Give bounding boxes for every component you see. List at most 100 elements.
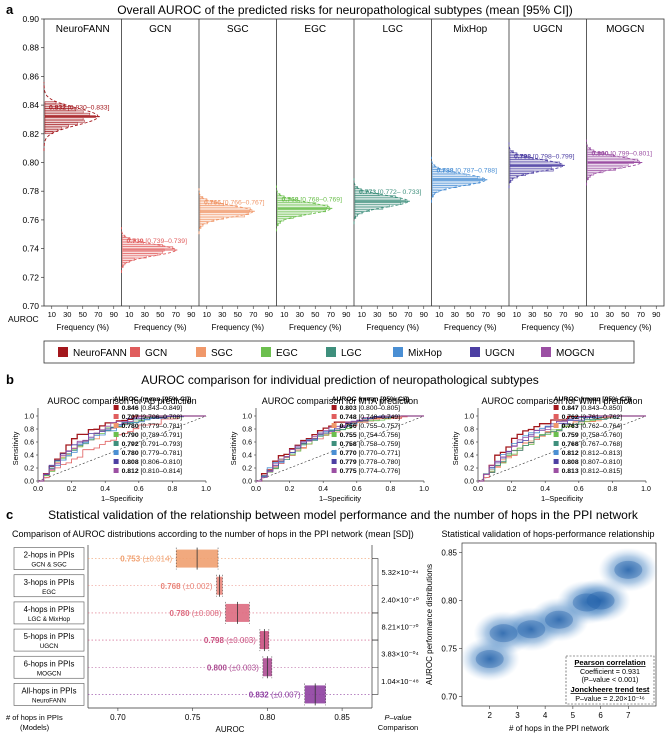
x-tick-label: 30 <box>218 310 226 319</box>
roc-ci-value: [0.800–0.805] <box>359 405 401 412</box>
ci-value: [0.739–0.739] <box>145 238 187 245</box>
roc-x-tick-label: 0.0 <box>251 486 261 493</box>
histogram-bar <box>277 204 329 208</box>
histogram-bar <box>199 212 250 215</box>
density-curve <box>121 227 177 273</box>
panel-c-hops-comparison: 0.70 0.75 0.80 0.85 AUROC # of hops in PPIs(M… <box>6 545 419 734</box>
roc-legend-swatch <box>113 459 119 464</box>
y-axis-label: AUROC <box>8 314 39 324</box>
x-tick-label: 10 <box>590 310 598 319</box>
hops-x-tick-label: 0.80 <box>260 713 276 722</box>
roc-legend-entry: 0.756 [0.755–0.757] <box>340 423 401 430</box>
panel-b-title: AUROC comparison for individual predicti… <box>141 373 539 387</box>
roc-x-label: 1–Specificity <box>319 494 361 503</box>
ci-value: [0.787–0.788] <box>455 168 497 175</box>
roc-x-tick-label: 1.0 <box>641 486 651 493</box>
roc-auc-value: 0.846 <box>122 405 141 412</box>
roc-auc-value: 0.813 <box>562 468 581 475</box>
roc-y-tick-label: 0.0 <box>242 479 252 486</box>
histogram-bar <box>432 189 439 193</box>
panel-b-letter: b <box>6 372 14 387</box>
histogram-bar <box>354 197 401 201</box>
y-tick-label: 0.82 <box>22 129 39 139</box>
density-core <box>545 610 573 629</box>
legend-label-egc: EGC <box>276 348 298 359</box>
hops-y-label-2: (Models) <box>20 723 50 732</box>
density-core <box>517 620 546 639</box>
x-tick-label: 10 <box>203 310 211 319</box>
hop-models: GCN & SGC <box>31 562 67 569</box>
roc-ci-value: [0.812–0.815] <box>581 468 623 475</box>
roc-ci-value: [0.810–0.814] <box>141 468 183 475</box>
pearson-coefficient: Coefficient = 0.931 <box>580 667 640 676</box>
roc-legend-entry: 0.847 [0.843–0.850] <box>562 405 623 412</box>
hop-label: 3-hops in PPIs <box>24 578 75 587</box>
hop-models: LGC & MixHop <box>28 616 70 623</box>
roc-legend-entry: 0.759 [0.758–0.760] <box>562 432 623 439</box>
histogram-bar <box>587 163 629 167</box>
hop-models: MOGCN <box>37 670 62 677</box>
ci-value: [0.830–0.833] <box>68 105 110 112</box>
mean-value: 0.768 <box>282 196 301 203</box>
roc-legend-entry: 0.780 [0.779–0.781] <box>122 423 183 430</box>
roc-legend-entry: 0.758 [0.758–0.759] <box>340 441 401 448</box>
legend-label-mixhop: MixHop <box>408 348 442 359</box>
x-tick-label: 10 <box>435 310 443 319</box>
density-curve <box>198 188 254 235</box>
hop-label-box <box>13 655 85 679</box>
x-axis-label: Frequency (%) <box>212 323 265 332</box>
pvalue-label: 5.32×10⁻²⁴ <box>382 568 419 577</box>
histogram-bar <box>509 166 552 170</box>
mean-value: 0.798 <box>514 153 533 160</box>
x-axis-label: Frequency (%) <box>522 323 575 332</box>
roc-ci-value: [0.778–0.780] <box>359 459 401 466</box>
roc-auc-value: 0.779 <box>340 459 359 466</box>
panel-a-letter: a <box>6 2 14 17</box>
density-x-tick-label: 5 <box>571 711 576 720</box>
x-axis-label: Frequency (%) <box>134 323 187 332</box>
x-tick-label: 70 <box>482 310 490 319</box>
x-tick-label: 70 <box>327 310 335 319</box>
histogram-bar <box>509 161 561 165</box>
roc-legend-entry: 0.846 [0.843–0.849] <box>122 405 183 412</box>
roc-legend-entry: 0.768 [0.767–0.768] <box>562 441 623 448</box>
x-tick-label: 10 <box>280 310 288 319</box>
histogram-bar <box>122 260 130 263</box>
x-tick-label: 50 <box>311 310 319 319</box>
roc-y-tick-label: 0.2 <box>24 466 34 473</box>
x-tick-label: 30 <box>141 310 149 319</box>
histogram-bar <box>122 246 174 250</box>
histogram-bar <box>432 171 456 175</box>
roc-ci-value: [0.748–0.749] <box>359 414 401 421</box>
roc-auc-value: 0.763 <box>562 423 581 430</box>
roc-y-label: Sensitivity <box>229 431 238 465</box>
x-tick-label: 70 <box>404 310 412 319</box>
roc-legend-entry: 0.812 [0.812–0.813] <box>562 450 623 457</box>
roc-legend-entry: 0.763 [0.762–0.764] <box>562 423 623 430</box>
roc-ci-value: [0.843–0.849] <box>141 405 183 412</box>
roc-curve-ugcn <box>38 415 206 482</box>
hop-sd-value: (±0.008) <box>192 609 222 618</box>
density-y-tick-label: 0.85 <box>441 549 457 558</box>
panel-c-letter: c <box>6 507 13 522</box>
x-tick-label: 50 <box>621 310 629 319</box>
roc-legend-entry: 0.808 [0.807–0.810] <box>562 459 623 466</box>
density-blob <box>598 547 659 592</box>
histogram-bar <box>122 250 163 254</box>
roc-auc-value: 0.780 <box>122 423 141 430</box>
roc-y-tick-label: 0.6 <box>242 440 252 447</box>
roc-y-tick-label: 0.4 <box>24 453 34 460</box>
roc-legend-swatch <box>553 459 559 464</box>
roc-legend-entry: 0.792 [0.791–0.793] <box>122 441 183 448</box>
roc-legend-swatch <box>331 414 337 419</box>
histogram-bar <box>44 124 69 128</box>
roc-y-tick-label: 0.8 <box>242 427 252 434</box>
mean-value: 0.800 <box>592 151 611 158</box>
histogram-bar <box>44 126 62 130</box>
panel-c-density-plot: 2 3 4 5 6 7 0.85 0.80 0.75 0.70 # of hops in the P… <box>425 542 659 733</box>
histogram-bar <box>432 176 478 179</box>
roc-title: AUROC comparison for Aβ prediction <box>47 396 196 406</box>
legend-label-ugcn: UGCN <box>485 348 514 359</box>
hop-label: 5-hops in PPIs <box>24 632 75 641</box>
